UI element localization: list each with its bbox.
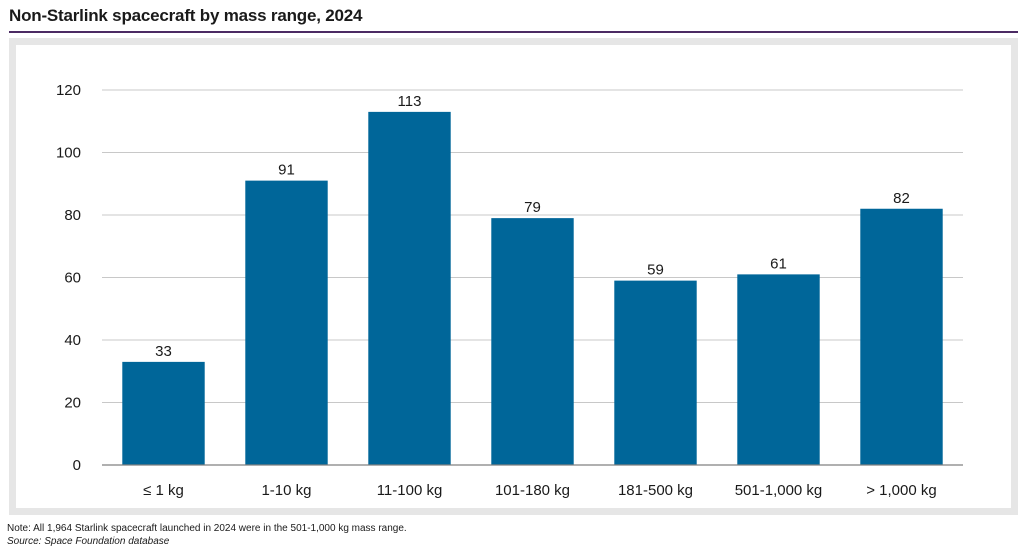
x-tick-label: 501-1,000 kg (735, 482, 823, 499)
chart-title: Non-Starlink spacecraft by mass range, 2… (9, 6, 363, 25)
x-tick-label: 101-180 kg (495, 482, 570, 499)
bar (491, 218, 574, 465)
bar (737, 274, 820, 465)
y-tick-label: 100 (56, 145, 81, 162)
y-tick-label: 0 (73, 457, 81, 474)
data-label: 113 (398, 93, 422, 110)
bar (860, 208, 943, 465)
data-label: 61 (770, 255, 787, 272)
x-tick-label: 11-100 kg (377, 482, 443, 499)
data-label: 59 (647, 262, 664, 279)
data-label: 82 (893, 190, 910, 207)
data-label: 91 (278, 162, 295, 179)
bar-chart: 0 20 40 60 80 100 120 33 ≤ 1 kg 91 1-10 kg 113 11-10… (56, 82, 963, 499)
bar (122, 361, 205, 465)
title-divider (9, 31, 1018, 33)
y-tick-label: 120 (56, 82, 81, 99)
x-tick-label: 1-10 kg (261, 482, 311, 499)
chart-frame: 0 20 40 60 80 100 120 33 ≤ 1 kg 91 1-10 kg 113 11-10… (9, 38, 1018, 515)
chart-area: 0 20 40 60 80 100 120 33 ≤ 1 kg 91 1-10 kg 113 11-10… (16, 45, 1011, 508)
data-label: 33 (155, 343, 172, 360)
bar (245, 180, 328, 465)
x-tick-label: 181-500 kg (618, 482, 693, 499)
bar (614, 280, 697, 465)
bar (368, 111, 451, 465)
data-label: 79 (524, 199, 541, 216)
x-tick-label: > 1,000 kg (866, 482, 936, 499)
x-tick-label: ≤ 1 kg (143, 482, 184, 499)
y-tick-label: 80 (64, 207, 81, 224)
chart-source: Source: Space Foundation database (7, 536, 170, 547)
chart-note: Note: All 1,964 Starlink spacecraft laun… (7, 523, 407, 534)
y-tick-label: 40 (64, 332, 81, 349)
y-tick-label: 20 (64, 395, 81, 412)
y-tick-label: 60 (64, 270, 81, 287)
